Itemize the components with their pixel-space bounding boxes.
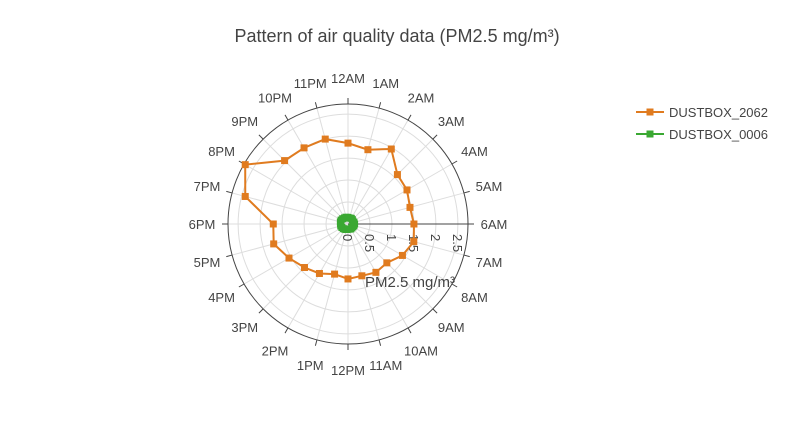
angular-tick-label: 9AM <box>438 320 465 335</box>
angular-grid-line <box>231 192 349 225</box>
series-marker <box>300 264 308 272</box>
angular-tick <box>432 308 438 314</box>
angular-tick <box>314 102 318 109</box>
angular-tick-label: 11PM <box>294 76 327 91</box>
angular-tick-label: 10AM <box>404 343 438 358</box>
legend: DUSTBOX_2062 DUSTBOX_0006 <box>636 105 768 142</box>
series-marker <box>398 251 406 259</box>
legend-label[interactable]: DUSTBOX_2062 <box>669 105 768 120</box>
radial-tick-label: 0.5 <box>362 234 377 252</box>
angular-tick-label: 1PM <box>297 358 324 373</box>
legend-marker <box>646 108 654 116</box>
angular-grid-line <box>347 192 465 225</box>
series-marker <box>364 146 372 154</box>
angular-tick <box>314 339 318 346</box>
angular-tick-label: 5AM <box>476 179 503 194</box>
angular-grid-line <box>347 138 434 225</box>
angular-tick <box>258 308 264 314</box>
angular-tick-label: 1AM <box>372 76 399 91</box>
angular-tick <box>238 283 245 288</box>
angular-grid-line <box>316 107 349 225</box>
series-marker <box>241 192 249 200</box>
radial-tick-label: 2.5 <box>450 234 465 252</box>
angular-grid-line <box>287 119 349 225</box>
series-marker <box>321 135 329 143</box>
legend-marker <box>646 130 654 138</box>
series-marker <box>269 220 277 228</box>
angular-grid-line <box>347 223 380 341</box>
series-line <box>244 138 415 280</box>
angular-tick <box>378 102 382 109</box>
series-marker <box>270 240 278 248</box>
angular-tick <box>463 190 470 194</box>
series-marker <box>315 269 323 277</box>
angular-tick <box>378 339 382 346</box>
angular-grid-line <box>347 223 434 310</box>
angular-tick <box>432 134 438 140</box>
legend-label[interactable]: DUSTBOX_0006 <box>669 127 768 142</box>
angular-tick-label: 3AM <box>438 114 465 129</box>
angular-tick-label: 7PM <box>194 179 221 194</box>
angular-tick <box>407 327 412 334</box>
series-marker <box>344 139 352 147</box>
angular-tick <box>284 114 289 121</box>
series-marker <box>281 157 289 165</box>
angular-tick-label: 9PM <box>231 114 258 129</box>
angular-tick-label: 7AM <box>476 255 503 270</box>
angular-tick-label: 10PM <box>258 91 292 106</box>
angular-tick-label: 3PM <box>231 320 258 335</box>
angular-tick-label: 5PM <box>194 255 221 270</box>
series-marker <box>342 213 350 221</box>
angular-grid-line <box>347 119 409 225</box>
angular-grid-line <box>262 138 349 225</box>
angular-grid-line <box>347 223 465 256</box>
radial-tick-label: 2 <box>428 234 443 241</box>
angular-tick <box>226 190 233 194</box>
series-marker <box>285 254 293 262</box>
series-marker <box>358 272 366 280</box>
angular-tick-label: 4PM <box>208 290 235 305</box>
series-marker <box>383 259 391 267</box>
series-marker <box>331 270 339 278</box>
angular-tick-label: 2PM <box>262 343 289 358</box>
angular-grid-line <box>347 107 380 225</box>
chart-title: Pattern of air quality data (PM2.5 mg/m³… <box>234 26 559 46</box>
angular-grid-line <box>347 163 453 225</box>
angular-tick <box>407 114 412 121</box>
series-marker <box>387 145 395 153</box>
angular-grid-line <box>231 223 349 256</box>
angular-tick-label: 6AM <box>481 217 508 232</box>
series-marker <box>344 275 352 283</box>
radial-tick-label: 0 <box>340 234 355 241</box>
series-marker <box>393 171 401 179</box>
angular-grid-line <box>347 223 409 329</box>
angular-tick-label: 2AM <box>408 91 435 106</box>
angular-tick-label: 8PM <box>208 144 235 159</box>
angular-tick <box>284 327 289 334</box>
angular-grid-line <box>316 223 349 341</box>
series-marker <box>410 220 418 228</box>
angular-tick <box>226 254 233 258</box>
angular-tick-label: 4AM <box>461 144 488 159</box>
angular-tick-label: 12AM <box>331 71 365 86</box>
series-marker <box>410 238 418 246</box>
angular-tick-label: 8AM <box>461 290 488 305</box>
series-marker <box>406 203 414 211</box>
angular-grid-line <box>243 223 349 285</box>
radial-axis-title: PM2.5 mg/m³ <box>365 274 455 291</box>
angular-grid-line <box>243 163 349 225</box>
series-marker <box>372 268 380 276</box>
series-marker <box>241 161 249 169</box>
angular-tick-label: 12PM <box>331 363 365 378</box>
angular-tick <box>451 283 458 288</box>
angular-tick <box>463 254 470 258</box>
angular-tick <box>258 134 264 140</box>
radial-tick-label: 1 <box>384 234 399 241</box>
angular-tick-label: 6PM <box>189 217 216 232</box>
series-marker <box>300 144 308 152</box>
series-marker <box>403 186 411 194</box>
angular-tick-label: 11AM <box>369 358 402 373</box>
angular-tick <box>451 160 458 165</box>
